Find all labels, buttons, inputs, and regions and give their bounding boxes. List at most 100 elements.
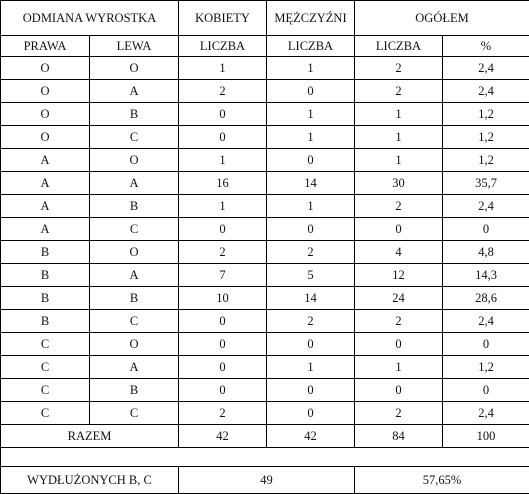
cell-procent: 28,6 [443, 287, 529, 310]
cell-prawa: C [1, 402, 90, 425]
header-procent: % [443, 36, 529, 57]
cell-lewa: A [90, 172, 179, 195]
cell-mezczyzni: 0 [267, 379, 355, 402]
cell-kobiety: 0 [179, 218, 267, 241]
cell-procent: 1,2 [443, 103, 529, 126]
cell-lewa: C [90, 126, 179, 149]
cell-mezczyzni: 2 [267, 310, 355, 333]
header-lewa: LEWA [90, 36, 179, 57]
header-liczba-kobiety: LICZBA [179, 36, 267, 57]
cell-procent: 2,4 [443, 80, 529, 103]
header-prawa: PRAWA [1, 36, 90, 57]
cell-kobiety: 0 [179, 333, 267, 356]
cell-ogolem: 1 [355, 149, 443, 172]
cell-mezczyzni: 0 [267, 149, 355, 172]
summary-count: 49 [179, 467, 355, 494]
cell-prawa: A [1, 149, 90, 172]
cell-ogolem: 2 [355, 57, 443, 80]
header-liczba-ogolem: LICZBA [355, 36, 443, 57]
cell-prawa: B [1, 287, 90, 310]
cell-lewa: C [90, 310, 179, 333]
header-ogolem: OGÓŁEM [355, 1, 529, 36]
cell-procent: 2,4 [443, 310, 529, 333]
cell-procent: 1,2 [443, 149, 529, 172]
cell-ogolem: 0 [355, 379, 443, 402]
total-kobiety: 42 [179, 425, 267, 448]
cell-mezczyzni: 1 [267, 126, 355, 149]
header-mezczyzni: MĘŻCZYŹNI [267, 1, 355, 36]
cell-lewa: O [90, 149, 179, 172]
cell-ogolem: 0 [355, 333, 443, 356]
cell-ogolem: 4 [355, 241, 443, 264]
cell-ogolem: 12 [355, 264, 443, 287]
cell-mezczyzni: 1 [267, 356, 355, 379]
cell-procent: 0 [443, 218, 529, 241]
cell-ogolem: 1 [355, 103, 443, 126]
cell-mezczyzni: 14 [267, 172, 355, 195]
cell-lewa: A [90, 356, 179, 379]
cell-mezczyzni: 0 [267, 402, 355, 425]
cell-lewa: C [90, 218, 179, 241]
summary-label: WYDŁUŻONYCH B, C [1, 467, 179, 494]
total-procent: 100 [443, 425, 529, 448]
cell-mezczyzni: 0 [267, 80, 355, 103]
cell-lewa: A [90, 264, 179, 287]
cell-prawa: O [1, 126, 90, 149]
cell-mezczyzni: 1 [267, 57, 355, 80]
total-mezczyzni: 42 [267, 425, 355, 448]
cell-prawa: O [1, 57, 90, 80]
cell-procent: 14,3 [443, 264, 529, 287]
total-row: RAZEM 42 42 84 100 [1, 425, 529, 448]
cell-ogolem: 2 [355, 195, 443, 218]
cell-lewa: C [90, 402, 179, 425]
cell-prawa: C [1, 356, 90, 379]
cell-lewa: B [90, 195, 179, 218]
cell-procent: 35,7 [443, 172, 529, 195]
cell-procent: 0 [443, 379, 529, 402]
cell-kobiety: 0 [179, 356, 267, 379]
cell-procent: 2,4 [443, 402, 529, 425]
cell-procent: 1,2 [443, 356, 529, 379]
cell-ogolem: 2 [355, 402, 443, 425]
cell-prawa: A [1, 218, 90, 241]
cell-kobiety: 10 [179, 287, 267, 310]
header-group-row: ODMIANA WYROSTKA KOBIETY MĘŻCZYŹNI OGÓŁE… [1, 1, 529, 36]
cell-mezczyzni: 2 [267, 241, 355, 264]
cell-mezczyzni: 0 [267, 333, 355, 356]
cell-lewa: O [90, 333, 179, 356]
cell-procent: 2,4 [443, 195, 529, 218]
cell-kobiety: 0 [179, 379, 267, 402]
cell-prawa: O [1, 103, 90, 126]
cell-ogolem: 30 [355, 172, 443, 195]
cell-mezczyzni: 14 [267, 287, 355, 310]
cell-kobiety: 7 [179, 264, 267, 287]
summary-row: WYDŁUŻONYCH B, C 49 57,65% [1, 467, 529, 494]
cell-kobiety: 2 [179, 402, 267, 425]
cell-kobiety: 1 [179, 57, 267, 80]
cell-mezczyzni: 5 [267, 264, 355, 287]
cell-lewa: A [90, 80, 179, 103]
cell-kobiety: 1 [179, 149, 267, 172]
cell-lewa: B [90, 379, 179, 402]
cell-ogolem: 2 [355, 310, 443, 333]
cell-kobiety: 0 [179, 103, 267, 126]
spacer-cell [1, 448, 529, 467]
cell-ogolem: 0 [355, 218, 443, 241]
header-column-row: PRAWA LEWA LICZBA LICZBA LICZBA % [1, 36, 529, 57]
cell-lewa: O [90, 57, 179, 80]
cell-prawa: C [1, 333, 90, 356]
total-ogolem: 84 [355, 425, 443, 448]
